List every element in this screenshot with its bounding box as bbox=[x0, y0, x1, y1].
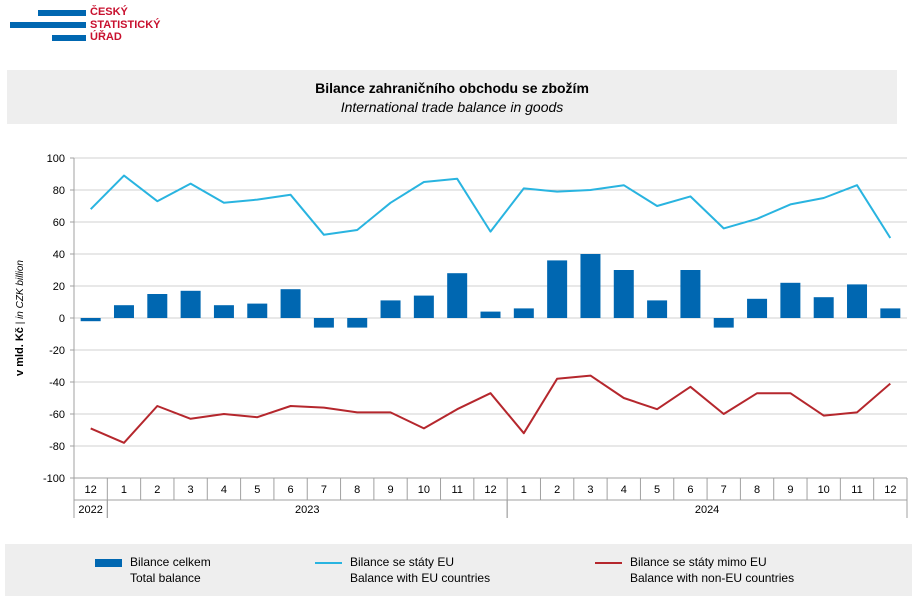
bar-total-balance bbox=[80, 318, 101, 322]
legend-item-noneu: Bilance se státy mimo EU Balance with no… bbox=[595, 554, 895, 586]
legend: Bilance celkem Total balance Bilance se … bbox=[5, 544, 912, 596]
bar-total-balance bbox=[847, 284, 868, 318]
legend-line-noneu bbox=[595, 562, 622, 564]
x-tick-label: 4 bbox=[621, 484, 627, 496]
y-tick-label: 20 bbox=[53, 281, 65, 293]
legend-item-eu: Bilance se státy EU Balance with EU coun… bbox=[315, 554, 575, 586]
x-tick-label: 12 bbox=[484, 484, 496, 496]
legend-swatch-total bbox=[95, 559, 122, 567]
x-tick-label: 3 bbox=[188, 484, 194, 496]
logo-text: ČESKÝ STATISTICKÝ ÚŘAD bbox=[90, 6, 161, 43]
legend-label-noneu-en: Balance with non-EU countries bbox=[630, 571, 795, 585]
legend-item-total: Bilance celkem Total balance bbox=[95, 554, 295, 586]
year-label: 2023 bbox=[295, 504, 319, 516]
bar-total-balance bbox=[747, 298, 768, 318]
bar-total-balance bbox=[347, 318, 368, 328]
x-tick-label: 6 bbox=[687, 484, 693, 496]
year-label: 2022 bbox=[78, 504, 102, 516]
y-tick-label: -80 bbox=[49, 441, 65, 453]
bar-total-balance bbox=[880, 308, 901, 318]
x-tick-label: 11 bbox=[451, 484, 462, 496]
legend-label-total-cz: Bilance celkem bbox=[130, 555, 211, 569]
y-tick-label: 0 bbox=[59, 313, 65, 325]
legend-label-eu-en: Balance with EU countries bbox=[350, 571, 491, 585]
bar-total-balance bbox=[380, 300, 401, 318]
legend-line-eu bbox=[315, 562, 342, 564]
y-axis-label: v mld. Kč | in CZK billion bbox=[14, 260, 26, 376]
x-tick-label: 4 bbox=[221, 484, 227, 496]
bar-total-balance bbox=[647, 300, 668, 318]
x-tick-label: 1 bbox=[521, 484, 527, 496]
x-tick-label: 6 bbox=[288, 484, 294, 496]
y-tick-label: -60 bbox=[49, 409, 65, 421]
y-tick-label: -40 bbox=[49, 377, 65, 389]
legend-label-total-en: Total balance bbox=[130, 571, 201, 585]
y-tick-label: 60 bbox=[53, 217, 65, 229]
bar-total-balance bbox=[513, 308, 534, 318]
y-tick-label: -20 bbox=[49, 345, 65, 357]
chart-title: Bilance zahraničního obchodu se zbožím bbox=[315, 80, 589, 96]
x-tick-label: 7 bbox=[721, 484, 727, 496]
x-tick-label: 8 bbox=[754, 484, 760, 496]
x-tick-label: 9 bbox=[387, 484, 393, 496]
x-tick-label: 2 bbox=[554, 484, 560, 496]
bar-total-balance bbox=[580, 254, 601, 318]
y-tick-label: 100 bbox=[47, 153, 65, 165]
x-tick-label: 8 bbox=[354, 484, 360, 496]
bar-total-balance bbox=[613, 270, 634, 318]
x-tick-label: 5 bbox=[254, 484, 260, 496]
x-tick-label: 2 bbox=[154, 484, 160, 496]
x-tick-label: 12 bbox=[85, 484, 97, 496]
bar-total-balance bbox=[213, 305, 234, 318]
y-tick-label: 80 bbox=[53, 185, 65, 197]
bar-total-balance bbox=[313, 318, 334, 328]
x-tick-label: 5 bbox=[654, 484, 660, 496]
chart-subtitle: International trade balance in goods bbox=[340, 99, 564, 115]
bar-total-balance bbox=[280, 289, 301, 318]
bar-total-balance bbox=[447, 273, 468, 318]
bar-total-balance bbox=[680, 270, 701, 318]
bar-total-balance bbox=[480, 311, 501, 318]
bar-total-balance bbox=[813, 297, 834, 318]
x-tick-label: 9 bbox=[787, 484, 793, 496]
chart-title-box: Bilance zahraničního obchodu se zbožím I… bbox=[7, 70, 897, 124]
year-label: 2024 bbox=[695, 504, 719, 516]
x-tick-label: 3 bbox=[587, 484, 593, 496]
legend-label-noneu-cz: Bilance se státy mimo EU bbox=[630, 555, 767, 569]
bar-total-balance bbox=[113, 305, 134, 318]
bar-total-balance bbox=[713, 318, 734, 328]
bar-total-balance bbox=[147, 294, 168, 318]
trade-balance-chart: 100 80 60 40 20 0 -20 -40 -60 -80 -100 v mld. Kč | … bbox=[14, 153, 908, 518]
line-eu-balance bbox=[89, 174, 892, 239]
bar-total-balance bbox=[780, 282, 801, 318]
x-tick-label: 1 bbox=[121, 484, 127, 496]
legend-label-eu-cz: Bilance se státy EU bbox=[350, 555, 455, 569]
x-tick-label: 7 bbox=[321, 484, 327, 496]
x-tick-label: 12 bbox=[884, 484, 896, 496]
bar-total-balance bbox=[180, 290, 201, 318]
bar-total-balance bbox=[413, 295, 434, 318]
line-noneu-balance bbox=[90, 374, 891, 444]
x-tick-label: 11 bbox=[851, 484, 862, 496]
x-tick-label: 10 bbox=[818, 484, 830, 496]
x-tick-label: 10 bbox=[418, 484, 430, 496]
csu-logo: ČESKÝ STATISTICKÝ ÚŘAD bbox=[8, 5, 178, 47]
bar-total-balance bbox=[247, 303, 268, 318]
y-tick-label: -100 bbox=[43, 473, 65, 485]
y-tick-label: 40 bbox=[53, 249, 65, 261]
bar-total-balance bbox=[547, 260, 568, 318]
